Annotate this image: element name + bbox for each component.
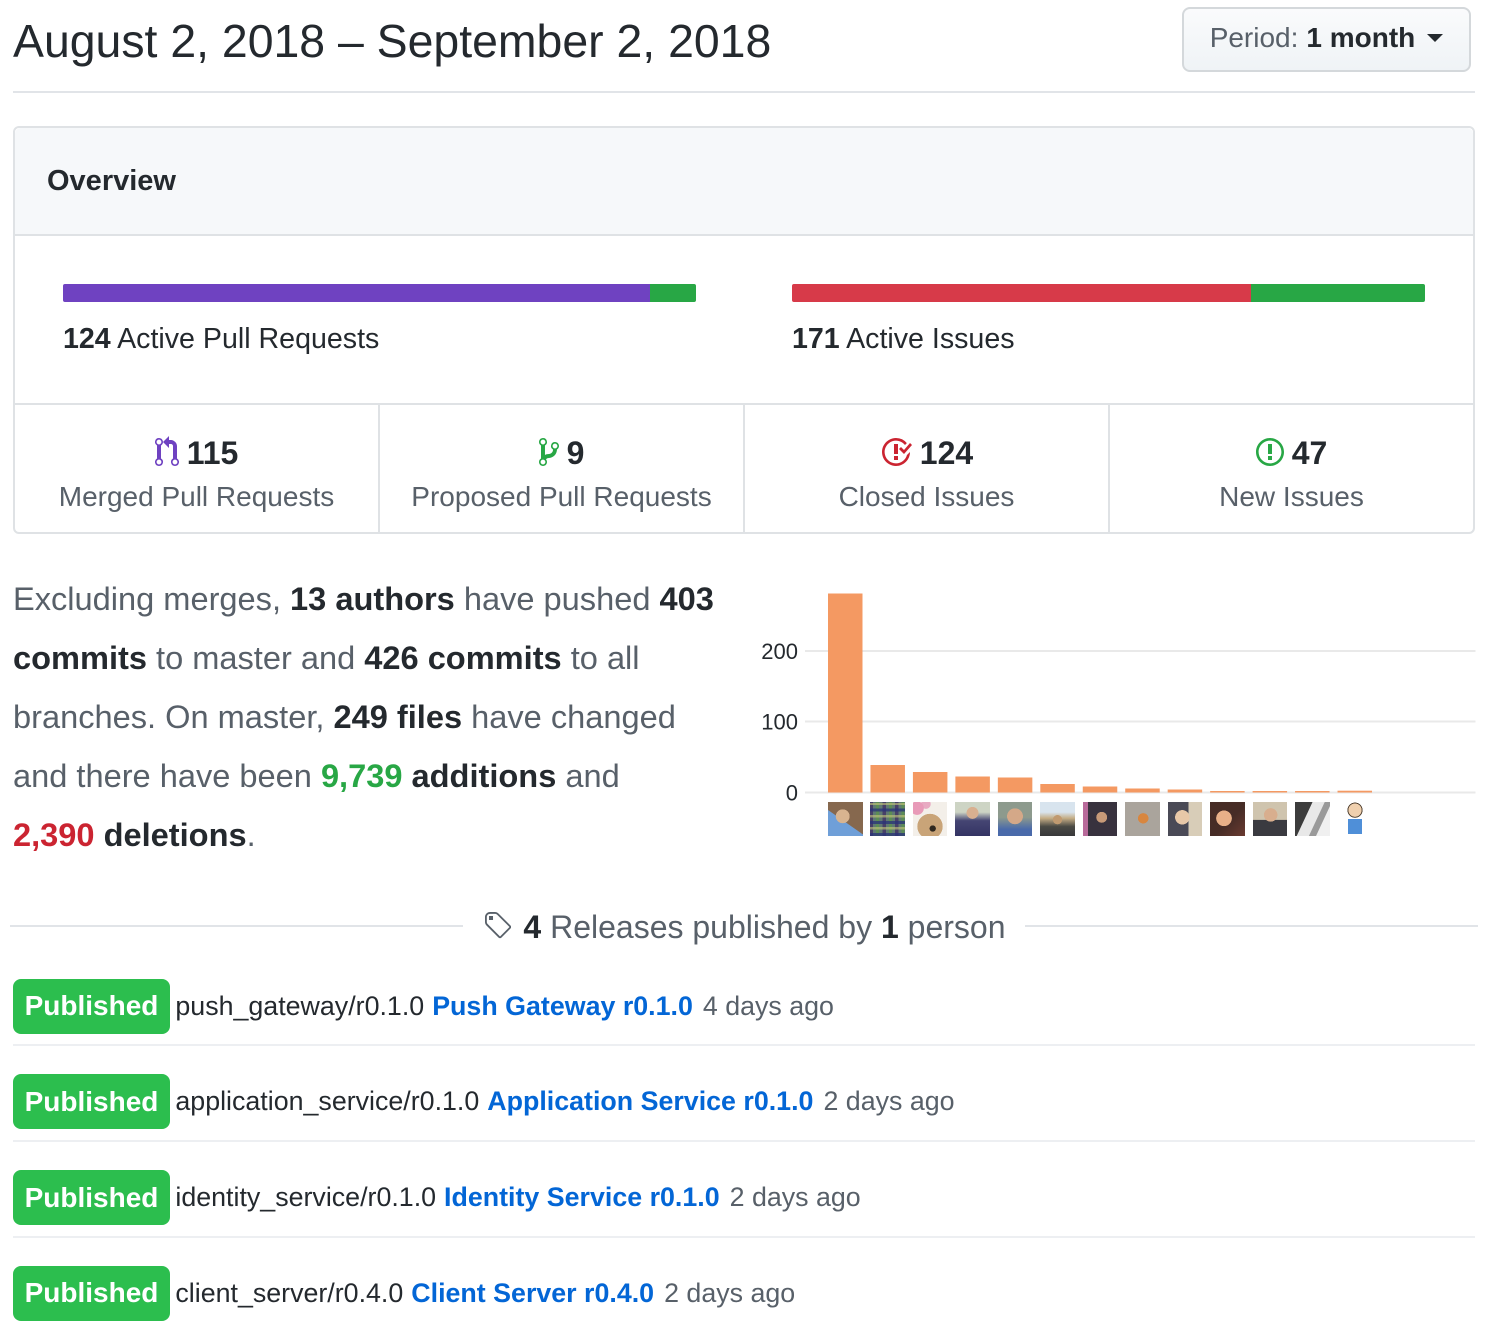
svg-text:200: 200 bbox=[761, 639, 798, 664]
svg-text:0: 0 bbox=[786, 781, 798, 806]
svg-text:100: 100 bbox=[761, 710, 798, 735]
